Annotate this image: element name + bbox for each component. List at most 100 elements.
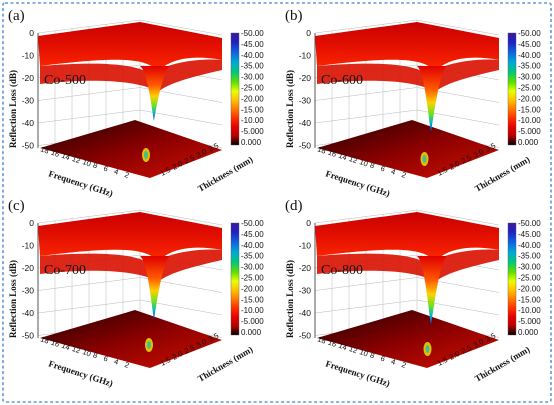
x-axis-title: Frequency (GHz)	[47, 358, 114, 388]
x-tick-label: 14	[60, 341, 71, 352]
y-tick-label: 3.5	[207, 141, 220, 154]
z-tick-label: -10	[22, 51, 35, 61]
colorbar-tick-label: -30.00	[241, 73, 264, 82]
y-tick-label: 2.5	[183, 343, 196, 356]
colorbar-tick-label: -20.00	[518, 94, 541, 103]
grid-line	[139, 109, 223, 126]
colorbar-tick-label: -20.00	[241, 284, 264, 293]
z-tick-label: -30	[22, 286, 35, 296]
colorbar-tick-label: -45.00	[518, 40, 541, 49]
colorbar-tick-label: -45.00	[518, 230, 541, 239]
y-tick-label: 1.5	[159, 355, 172, 368]
rl-minimum-well	[140, 66, 170, 121]
sample-label: Co-600	[321, 73, 363, 88]
grid-line	[139, 209, 223, 226]
rl-surface	[38, 212, 222, 262]
rl-surface-front	[40, 249, 222, 282]
z-tick-label: -40	[22, 308, 35, 318]
x-tick-label: 18	[316, 334, 327, 345]
colorbar-tick-label: 0.000	[241, 138, 262, 147]
x-tick-label: 10	[358, 347, 369, 358]
colorbar-tick-label: -20.00	[518, 284, 541, 293]
y-tick-label: 1.5	[436, 355, 449, 368]
rl-surface-front	[317, 59, 499, 92]
panel-1: (a) Co-500 0 -10 -20 -30 -40 -50 Reflection Loss…	[8, 8, 264, 199]
panels: (a) Co-500 0 -10 -20 -30 -40 -50 Reflection Loss…	[8, 8, 541, 389]
y-tick-label: 2.0	[448, 349, 461, 362]
z-tick-label: -30	[299, 96, 312, 106]
y-tick-label: 1.5	[159, 165, 172, 178]
contour-min-core	[144, 151, 148, 159]
x-tick-label: 10	[81, 157, 92, 168]
colorbar-tick-label: -10.00	[241, 116, 264, 125]
y-axis-title: Thickness (mm)	[473, 154, 531, 194]
panel-label: (b)	[285, 8, 303, 24]
x-tick-label: 4	[390, 167, 397, 177]
z-axis-title: Reflection Loss (dB)	[285, 260, 295, 338]
y-tick-label: 2.0	[171, 349, 184, 362]
z-tick-label: -40	[299, 308, 312, 318]
x-tick-label: 4	[390, 357, 397, 367]
colorbar-tick-label: -50.00	[518, 29, 541, 38]
x-tick-label: 8	[92, 350, 99, 360]
panel-4: (d) Co-800 0 -10 -20 -30 -40 -50 Reflection Loss…	[285, 198, 541, 389]
colorbar	[507, 222, 517, 336]
x-tick-label: 2	[123, 170, 130, 180]
x-tick-label: 16	[327, 338, 338, 349]
x-tick-label: 6	[102, 354, 109, 364]
y-tick-label: 2.5	[183, 153, 196, 166]
z-tick-label: -10	[22, 241, 35, 251]
x-tick-label: 6	[379, 354, 386, 364]
x-tick-label: 14	[337, 151, 348, 162]
panel-label: (d)	[285, 198, 303, 214]
x-axis-title: Frequency (GHz)	[47, 168, 114, 198]
colorbar-tick-label: -35.00	[518, 252, 541, 261]
x-tick-label: 18	[39, 334, 50, 345]
colorbar-tick-label: -5.000	[241, 317, 264, 326]
x-tick-label: 12	[348, 344, 359, 355]
rl-minimum-well	[417, 66, 447, 133]
z-tick-label: 0	[29, 218, 34, 228]
rl-minimum-well	[417, 256, 447, 326]
z-tick-label: -30	[299, 286, 312, 296]
rl-surface-front	[40, 59, 222, 92]
x-tick-label: 6	[102, 164, 109, 174]
y-tick-label: 2.0	[171, 159, 184, 172]
z-tick-label: -20	[22, 263, 35, 273]
colorbar-tick-label: -45.00	[241, 40, 264, 49]
grid-line	[416, 209, 500, 226]
z-tick-label: -20	[299, 73, 312, 83]
colorbar-tick-label: -50.00	[241, 29, 264, 38]
colorbar-tick-label: -40.00	[241, 51, 264, 60]
z-tick-label: -50	[22, 141, 35, 151]
colorbar-tick-label: -35.00	[518, 62, 541, 71]
z-axis-title: Reflection Loss (dB)	[8, 70, 18, 148]
y-tick-label: 3.0	[195, 147, 208, 160]
y-tick-label: 3.0	[195, 337, 208, 350]
x-tick-label: 2	[400, 170, 407, 180]
x-tick-label: 18	[316, 144, 327, 155]
x-tick-label: 16	[327, 148, 338, 159]
z-tick-label: -50	[299, 331, 312, 341]
rl-surface	[38, 22, 222, 72]
contour-floor	[40, 120, 222, 178]
panel-label: (c)	[8, 198, 25, 214]
z-tick-label: -30	[22, 96, 35, 106]
colorbar-tick-label: -50.00	[241, 219, 264, 228]
colorbar-tick-label: -30.00	[518, 73, 541, 82]
rl-surface-front	[317, 249, 499, 282]
colorbar	[230, 32, 240, 146]
z-tick-label: 0	[306, 28, 311, 38]
x-tick-label: 18	[39, 144, 50, 155]
x-tick-label: 12	[71, 154, 82, 165]
colorbar-tick-label: -10.00	[518, 306, 541, 315]
z-tick-label: -50	[299, 141, 312, 151]
rl-surface	[315, 22, 499, 72]
colorbar-tick-label: -30.00	[241, 263, 264, 272]
colorbar-tick-label: -20.00	[241, 94, 264, 103]
y-tick-label: 2.0	[448, 159, 461, 172]
x-tick-label: 2	[123, 360, 130, 370]
z-tick-label: -50	[22, 331, 35, 341]
